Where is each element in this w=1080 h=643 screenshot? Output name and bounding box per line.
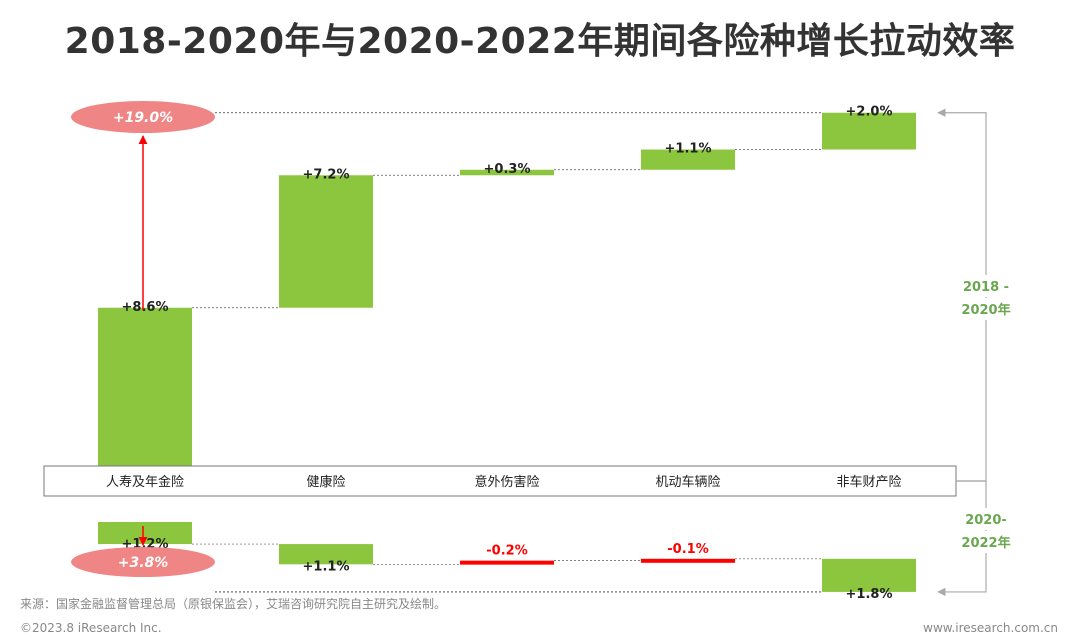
lower-bar-label-1: +1.1% bbox=[303, 559, 350, 574]
upper-bar-label-0: +8.6% bbox=[122, 300, 169, 315]
upper-bar-label-2: +0.3% bbox=[484, 162, 531, 177]
upper-bar-0 bbox=[98, 307, 192, 466]
category-label-3: 机动车辆险 bbox=[655, 474, 720, 490]
source-note: 来源：国家金融监督管理总局（原银保监会），艾瑞咨询研究院自主研究及绘制。 bbox=[20, 597, 447, 611]
lower-total-label: +3.8% bbox=[118, 555, 169, 571]
upper-bar-label-4: +2.0% bbox=[846, 105, 893, 120]
period-label-bg-0 bbox=[952, 275, 1020, 297]
lower-bar-1 bbox=[279, 544, 373, 565]
period-label-3: 2022年 bbox=[961, 535, 1010, 551]
period-label-2: 2020- bbox=[965, 513, 1007, 528]
upper-bar-2 bbox=[460, 169, 554, 176]
lower-bar-2 bbox=[460, 560, 554, 565]
lower-bar-3 bbox=[641, 558, 735, 563]
lower-bar-0 bbox=[98, 522, 192, 545]
period-label-1: 2020年 bbox=[961, 302, 1010, 318]
upper-bar-4 bbox=[822, 112, 916, 150]
category-label-2: 意外伤害险 bbox=[474, 474, 539, 490]
category-axis-box bbox=[43, 465, 957, 497]
category-label-1: 健康险 bbox=[306, 474, 345, 490]
page-title: 2018-2020年与2020-2022年期间各险种增长拉动效率 bbox=[64, 21, 1016, 62]
waterfall-chart: +8.6%+7.2% +0.3%+1.1%+2.0%+1.2%+1.1%-0.2%… bbox=[43, 101, 1020, 600]
upper-total-ellipse bbox=[71, 101, 215, 133]
category-label-4: 非车财产险 bbox=[836, 474, 901, 490]
upper-bar-label-3: +1.1% bbox=[665, 142, 712, 157]
lower-bar-4 bbox=[822, 558, 916, 592]
period-label-bg-1 bbox=[952, 298, 1020, 320]
upper-bar-label-1: +7.2% bbox=[303, 167, 350, 182]
period-label-bg-3 bbox=[952, 531, 1020, 553]
lower-total-ellipse bbox=[71, 547, 215, 577]
upper-bar-1 bbox=[279, 175, 373, 308]
upper-total-label: +19.0% bbox=[113, 110, 173, 126]
lower-bar-label-4: +1.8% bbox=[846, 587, 893, 600]
copyright: ©2023.8 iResearch Inc. bbox=[20, 621, 162, 635]
upper-bar-3 bbox=[641, 149, 735, 170]
lower-bar-label-2: -0.2% bbox=[486, 544, 527, 559]
website: www.iresearch.com.cn bbox=[923, 621, 1058, 635]
category-label-0: 人寿及年金险 bbox=[106, 474, 184, 490]
lower-bar-label-3: -0.1% bbox=[667, 542, 708, 557]
period-label-0: 2018 - bbox=[963, 280, 1009, 295]
period-label-bg-2 bbox=[952, 508, 1020, 530]
